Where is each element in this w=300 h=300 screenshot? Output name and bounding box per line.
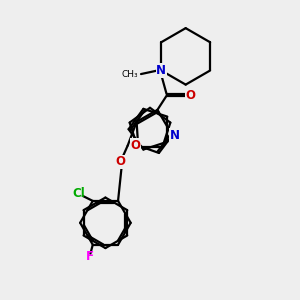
Text: Cl: Cl bbox=[73, 187, 85, 200]
Text: F: F bbox=[86, 250, 94, 263]
Text: CH₃: CH₃ bbox=[122, 70, 138, 79]
Text: O: O bbox=[115, 155, 125, 168]
Text: O: O bbox=[185, 89, 195, 102]
Text: N: N bbox=[156, 64, 166, 77]
Text: O: O bbox=[130, 139, 140, 152]
Text: N: N bbox=[170, 129, 180, 142]
